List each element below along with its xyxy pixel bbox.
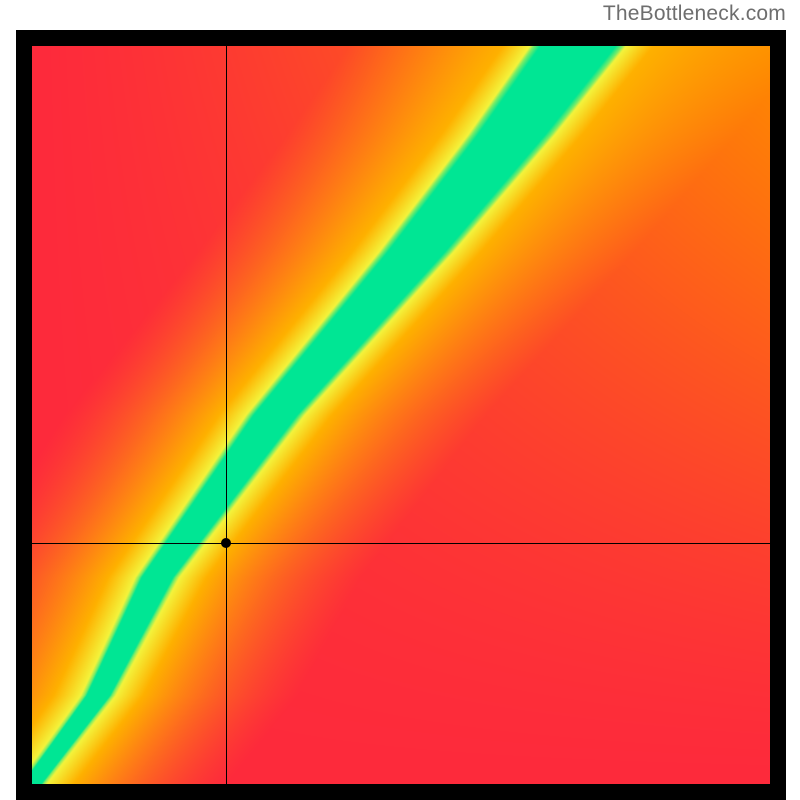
crosshair-vertical	[226, 46, 227, 784]
crosshair-horizontal	[32, 543, 770, 544]
plot-area	[32, 46, 770, 784]
heatmap-canvas	[32, 46, 770, 784]
watermark-text: TheBottleneck.com	[603, 2, 786, 26]
crosshair-marker	[221, 538, 231, 548]
